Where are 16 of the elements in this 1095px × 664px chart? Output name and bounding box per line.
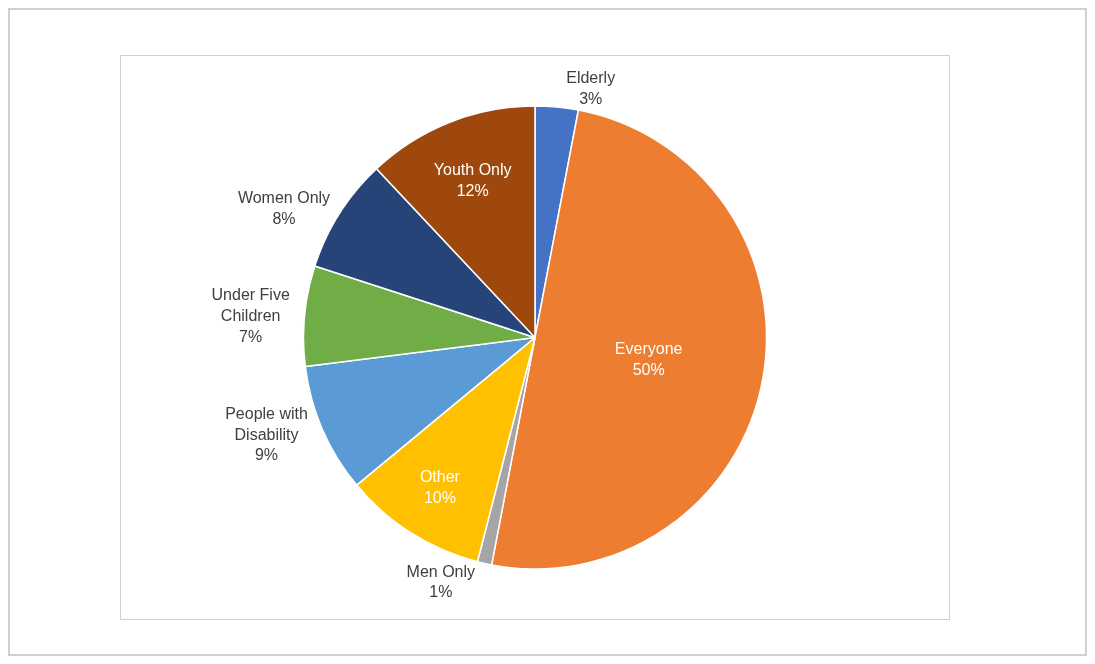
slice-label: Under Five Children	[211, 286, 290, 324]
data-label: 9%	[254, 446, 279, 464]
slice-label: Everyone	[614, 340, 683, 358]
slice-label: Other	[419, 467, 461, 485]
data-label: 50%	[632, 361, 665, 379]
slice-label: Youth Only	[433, 161, 512, 179]
slice-label: People with Disability	[225, 404, 308, 443]
slice-label: Men Only	[406, 562, 476, 580]
data-label: 8%	[272, 209, 296, 227]
data-label: 1%	[429, 583, 453, 601]
data-label: 7%	[239, 327, 263, 345]
data-label: 10%	[423, 488, 456, 506]
data-label: 3%	[579, 90, 603, 108]
slice-label: Women Only	[237, 189, 331, 207]
data-label: 12%	[456, 182, 489, 200]
slice-label: Elderly	[566, 69, 616, 87]
